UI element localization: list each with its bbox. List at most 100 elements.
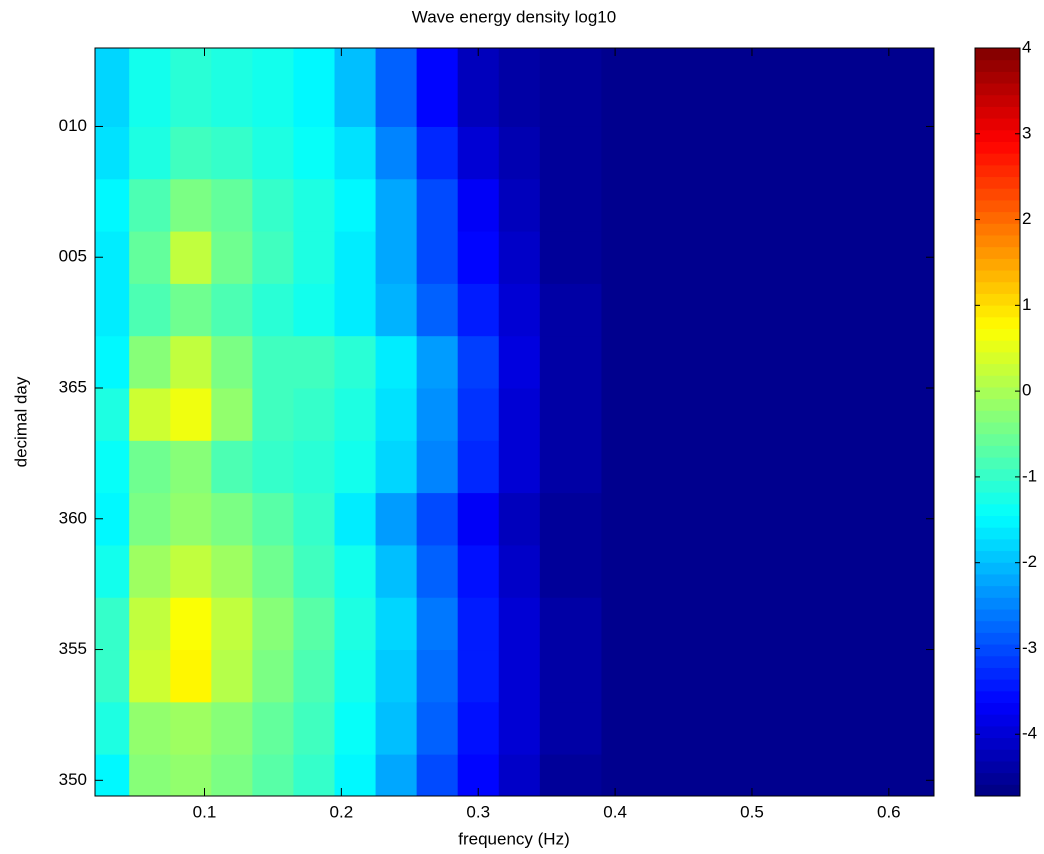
colorbar-swatch [975,386,1020,400]
contour-cell [697,48,808,127]
contour-cell [293,440,336,494]
colorbar-swatch [975,48,1020,61]
colorbar-swatch [975,632,1020,645]
contour-cell [252,388,294,441]
contour-cell [457,701,500,755]
contour-cell [293,126,336,180]
x-tick-label: 0.6 [877,802,901,821]
contour-cell [334,48,377,127]
colorbar-swatch [975,270,1020,283]
contour-cell [293,544,336,598]
contour-cell [806,649,935,703]
colorbar-swatch [975,118,1020,131]
contour-cell [252,544,294,598]
contour-cell [806,283,935,337]
contour-cell [697,701,808,755]
contour-cell [95,126,130,180]
contour-cell [416,283,459,337]
contour-cell [498,701,541,755]
contour-cell [129,544,171,598]
contour-cell [375,440,418,494]
contour-cell [170,701,212,755]
colorbar-swatch [975,293,1020,306]
contour-cell [498,754,541,797]
contour-cell [129,335,171,389]
contour-cell [334,440,377,494]
contour-cell [416,126,459,180]
contour-cell [211,597,253,651]
contour-cell [170,48,212,127]
contour-cell [697,544,808,598]
contour-cell [211,335,253,389]
colorbar-tick-label: -4 [1022,724,1037,743]
contour-cell [539,388,602,441]
plot-frame [94,47,935,797]
contour-cell [375,701,418,755]
colorbar-swatch [975,749,1020,762]
contour-cell [334,544,377,598]
contour-cell [293,701,336,755]
colorbar-swatch [975,164,1020,178]
colorbar-swatch [975,340,1020,353]
contour-cell [95,335,130,389]
colorbar-tick-label: -1 [1022,466,1037,485]
y-tick-label: 010 [59,116,87,135]
colorbar-swatch [975,305,1020,318]
colorbar-tick-label: -2 [1022,552,1037,571]
contour-cell [457,440,500,494]
colorbar-swatch [975,363,1020,376]
contour-cell [293,649,336,703]
contour-cell [806,440,935,494]
colorbar-swatch [975,141,1020,154]
colorbar-swatch [975,737,1020,750]
colorbar-swatch [975,538,1020,552]
y-tick-label: 005 [59,247,87,266]
contour-cell [416,754,459,797]
colorbar-swatch [975,503,1020,516]
contour-cell [375,649,418,703]
contour-cell [806,48,935,127]
contour-cell [375,335,418,389]
colorbar-swatch [975,492,1020,505]
contour-cell [601,492,698,546]
colorbar-swatch [975,620,1020,633]
contour-cell [375,283,418,337]
contour-cell [95,48,130,127]
contour-cell [129,283,171,337]
contour-cell [170,231,212,284]
colorbar-swatch [975,515,1020,528]
contour-cell [539,492,602,546]
contour-cell [601,126,698,180]
contour-cell [211,701,253,755]
colorbar-swatch [975,410,1020,423]
contour-cell [129,388,171,441]
colorbar-swatch [975,422,1020,435]
colorbar-swatch [975,772,1020,785]
contour-cell [539,231,602,284]
contour-cell [293,492,336,546]
contour-cell [416,231,459,284]
colorbar-frame [974,47,1021,797]
colorbar-tick-label: 4 [1022,37,1031,56]
contour-cell [601,178,698,232]
contour-cell [334,701,377,755]
y-axis-label: decimal day [11,376,30,467]
contour-cell [293,283,336,337]
contour-cell [375,492,418,546]
colorbar-swatch [975,176,1020,189]
contour-cell [806,231,935,284]
contour-cell [601,440,698,494]
contour-cell [457,335,500,389]
contour-cell [252,649,294,703]
colorbar-swatch [975,235,1020,248]
colorbar-swatch [975,211,1020,224]
contour-cell [539,754,602,797]
contour-cell [95,283,130,337]
contour-cell [334,388,377,441]
colorbar-swatch [975,609,1020,622]
colorbar-swatch [975,457,1020,470]
contour-cell [806,492,935,546]
contour-cell [252,754,294,797]
contour-cell [170,544,212,598]
y-tick-label: 350 [59,770,87,789]
